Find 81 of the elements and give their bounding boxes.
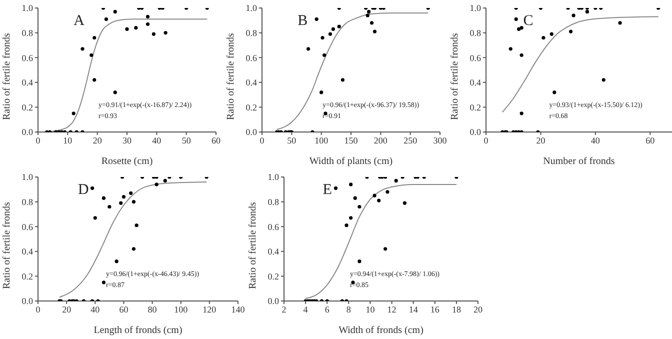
x-tick-label: 20 — [92, 135, 102, 146]
y-tick-label: 0.4 — [22, 78, 34, 88]
y-tick-label: 0.2 — [268, 271, 279, 282]
y-tick-label: 0.2 — [22, 102, 33, 112]
x-tick-label: 0 — [260, 135, 265, 146]
y-tick-label: 0.0 — [246, 127, 258, 138]
y-axis-title: Ratio of fertile fronds — [248, 202, 259, 289]
x-tick-label: 2 — [282, 304, 286, 314]
x-tick-label: 0 — [484, 135, 489, 146]
y-tick-label: 0.0 — [268, 296, 280, 306]
x-tick-label: 0 — [36, 135, 41, 146]
x-tick-label: 140 — [231, 304, 246, 314]
x-tick-label: 40 — [590, 135, 600, 146]
x-tick-label: 4 — [303, 304, 308, 314]
y-tick-label: 1.0 — [268, 172, 280, 182]
y-tick-label: 0.2 — [22, 271, 33, 282]
y-tick-label: 0.8 — [22, 196, 34, 207]
y-tick-label: 0.0 — [22, 296, 34, 306]
x-tick-label: 50 — [287, 135, 297, 146]
x-tick-label: 10 — [366, 304, 376, 314]
y-tick-label: 0.6 — [470, 52, 482, 63]
annotation: D — [78, 182, 89, 198]
y-tick-label: 1.0 — [22, 172, 34, 182]
x-tick-label: 14 — [408, 304, 418, 314]
y-tick-label: 0.6 — [22, 52, 34, 63]
x-axis-title: Number of fronds — [543, 156, 615, 167]
y-tick-label: 0.2 — [246, 102, 257, 112]
annotation: B — [298, 13, 308, 29]
y-tick-label: 1.0 — [22, 3, 34, 14]
y-tick-label: 1.0 — [470, 3, 482, 14]
y-tick-label: 0.4 — [470, 78, 482, 88]
x-axis-title: Width of fronds (cm) — [338, 325, 424, 336]
x-tick-label: 18 — [452, 304, 462, 314]
y-tick-label: 0.8 — [22, 28, 34, 38]
x-tick-label: 300 — [433, 135, 448, 146]
y-axis-title: Ratio of fertile fronds — [226, 32, 237, 120]
x-tick-label: 20 — [474, 304, 483, 314]
y-tick-label: 0.8 — [470, 28, 482, 38]
x-tick-label: 20 — [62, 304, 72, 314]
y-tick-label: 0.0 — [470, 127, 482, 138]
y-tick-label: 0.4 — [246, 78, 258, 88]
x-tick-label: 10 — [63, 135, 73, 146]
x-tick-label: 250 — [404, 135, 418, 146]
x-tick-label: 60 — [119, 304, 129, 314]
annotation: C — [523, 13, 534, 29]
y-tick-label: 0.4 — [268, 246, 280, 257]
y-tick-label: 0.6 — [268, 222, 280, 232]
x-tick-label: 0 — [36, 304, 41, 314]
x-tick-label: 40 — [90, 304, 100, 314]
annotation: A — [74, 13, 84, 29]
x-tick-label: 200 — [374, 135, 388, 146]
x-tick-label: 60 — [212, 135, 221, 146]
y-tick-label: 0.8 — [268, 196, 280, 207]
y-tick-label: 0.6 — [246, 52, 258, 63]
y-tick-label: 0.4 — [22, 246, 34, 257]
y-axis-title: Ratio of fertile fronds — [2, 202, 13, 289]
annotation: E — [322, 182, 332, 198]
x-axis-title: Rosette (cm) — [101, 156, 153, 167]
y-tick-label: 0.6 — [22, 222, 34, 232]
x-tick-label: 150 — [344, 135, 358, 146]
y-tick-label: 1.0 — [246, 3, 258, 14]
y-tick-label: 0.0 — [22, 127, 34, 138]
y-axis-title: Ratio of fertile fronds — [2, 32, 13, 120]
x-tick-label: 50 — [182, 135, 192, 146]
x-tick-label: 12 — [387, 304, 396, 314]
x-tick-label: 100 — [174, 304, 188, 314]
x-axis-title: Length of fronds (cm) — [94, 325, 182, 336]
x-tick-label: 16 — [430, 304, 440, 314]
x-tick-label: 8 — [346, 304, 352, 314]
x-tick-label: 100 — [314, 135, 329, 146]
y-axis-title: Ratio of fertile fronds — [450, 32, 461, 120]
x-tick-label: 20 — [536, 135, 546, 146]
x-axis-title: Width of plants (cm) — [309, 156, 393, 167]
x-tick-label: 120 — [202, 304, 217, 314]
x-tick-label: 30 — [122, 135, 132, 146]
x-tick-label: 40 — [152, 135, 162, 146]
x-tick-label: 6 — [324, 304, 330, 314]
y-tick-label: 0.2 — [470, 102, 481, 112]
x-tick-label: 60 — [646, 135, 656, 146]
y-tick-label: 0.8 — [246, 28, 258, 38]
x-tick-label: 80 — [148, 304, 158, 314]
